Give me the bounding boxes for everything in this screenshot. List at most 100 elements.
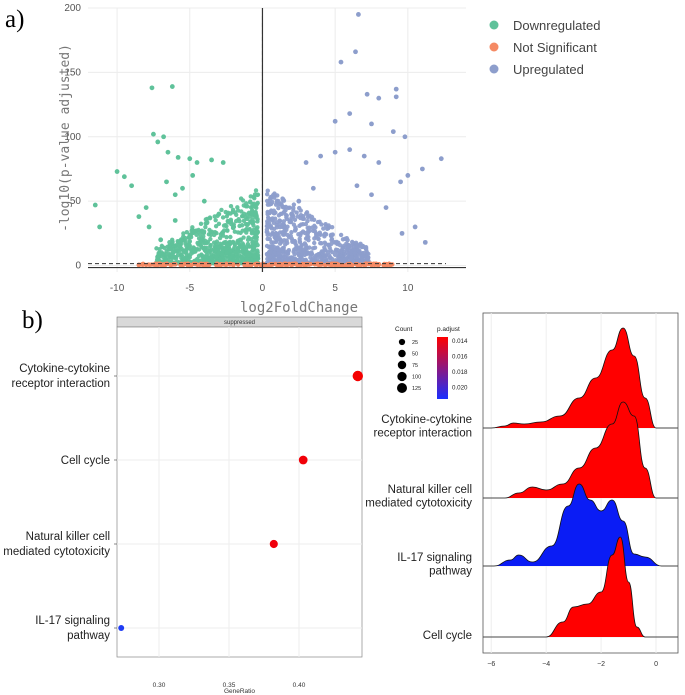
volcano-point	[314, 253, 318, 257]
volcano-point	[202, 262, 207, 267]
volcano-point	[280, 203, 284, 207]
dot-plot-x-tick-label: 0.40	[293, 682, 306, 689]
volcano-point	[403, 134, 408, 139]
volcano-point	[243, 228, 247, 232]
volcano-point	[229, 204, 233, 208]
volcano-plot: -10 -5 0 5 10 050100150200 log2FoldChange -l…	[58, 3, 600, 316]
volcano-point	[216, 212, 221, 217]
volcano-point	[214, 255, 218, 259]
volcano-point	[318, 154, 323, 159]
volcano-point	[333, 119, 338, 124]
volcano-y-axis-label: -log10(p-value adjusted)	[58, 44, 73, 232]
volcano-point	[275, 262, 280, 267]
volcano-point	[369, 122, 374, 127]
volcano-point	[376, 96, 381, 101]
volcano-point	[347, 111, 352, 116]
volcano-point	[239, 255, 243, 259]
volcano-point	[168, 247, 172, 251]
volcano-point	[333, 150, 338, 155]
volcano-point	[290, 256, 294, 260]
dot-plot: suppressed Cytokine-cytokinereceptor int…	[3, 317, 363, 695]
volcano-point	[296, 249, 300, 253]
volcano-point	[224, 224, 228, 228]
volcano-point	[384, 205, 389, 210]
volcano-point	[439, 156, 444, 161]
volcano-point	[298, 255, 302, 259]
volcano-point	[376, 160, 381, 165]
volcano-point	[280, 211, 284, 215]
dot-plot-category-label: mediated cytotoxicity	[3, 546, 110, 558]
count-legend-title: Count	[395, 326, 413, 333]
volcano-point	[269, 262, 273, 266]
volcano-point	[204, 217, 208, 221]
volcano-y-tick-label: 200	[64, 3, 81, 14]
padjust-legend-ticks: 0.0140.0160.0180.020	[452, 338, 468, 392]
volcano-point	[151, 132, 156, 137]
volcano-point	[292, 222, 296, 226]
volcano-point	[97, 225, 102, 230]
volcano-point	[160, 245, 164, 249]
volcano-point	[192, 249, 196, 253]
volcano-point	[275, 237, 280, 242]
legend-label: Downregulated	[513, 18, 600, 33]
count-legend-label: 50	[412, 352, 418, 358]
volcano-point	[423, 240, 428, 245]
volcano-point	[246, 250, 251, 255]
figure-canvas: a) b) -10 -5 0 5 10 050100150200 log2FoldCha…	[0, 0, 685, 695]
volcano-point	[164, 257, 168, 261]
volcano-point	[289, 212, 294, 217]
volcano-point	[209, 255, 213, 259]
volcano-point	[255, 217, 259, 221]
volcano-point	[322, 232, 326, 236]
volcano-point	[296, 199, 301, 204]
volcano-point	[340, 257, 344, 261]
volcano-point	[354, 262, 358, 266]
volcano-point	[365, 92, 370, 97]
padjust-legend-tick-label: 0.016	[452, 354, 468, 361]
volcano-point	[277, 222, 281, 226]
volcano-point	[355, 243, 359, 247]
volcano-point	[351, 245, 355, 249]
volcano-point	[313, 229, 317, 233]
volcano-point	[255, 225, 259, 229]
volcano-point	[285, 251, 289, 255]
volcano-point	[312, 241, 316, 245]
volcano-point	[155, 140, 160, 145]
volcano-point	[285, 213, 289, 217]
volcano-point	[155, 255, 159, 259]
ridge-category-label: IL-17 signaling	[397, 552, 472, 564]
volcano-point	[281, 233, 285, 237]
ridge-category-label: Cell cycle	[423, 630, 472, 642]
volcano-point	[267, 250, 272, 255]
volcano-point	[280, 246, 284, 250]
count-legend-items: 255075100125	[397, 339, 421, 393]
volcano-point	[252, 213, 256, 217]
volcano-point	[223, 210, 227, 214]
volcano-point	[231, 241, 235, 245]
volcano-y-tick-label: 0	[75, 261, 81, 272]
volcano-point	[339, 233, 343, 237]
legend-label: Upregulated	[513, 62, 584, 77]
volcano-point	[326, 226, 330, 230]
volcano-point	[300, 243, 304, 247]
volcano-point	[249, 221, 253, 225]
volcano-point	[236, 230, 240, 234]
dot-plot-category-label: IL-17 signaling	[35, 615, 110, 627]
volcano-point	[334, 249, 338, 253]
volcano-point	[383, 262, 387, 266]
volcano-point	[318, 262, 323, 267]
volcano-point	[209, 158, 214, 163]
volcano-point	[366, 262, 370, 266]
volcano-point	[293, 227, 297, 231]
volcano-point	[225, 214, 229, 218]
volcano-point	[164, 252, 168, 256]
volcano-point	[330, 237, 334, 241]
volcano-point	[199, 222, 203, 226]
volcano-points	[93, 12, 444, 268]
volcano-point	[347, 262, 352, 267]
count-legend-dot	[398, 361, 406, 369]
volcano-point	[254, 188, 258, 192]
padjust-legend-title: p.adjust	[437, 326, 460, 333]
volcano-point	[265, 244, 269, 248]
volcano-point	[207, 228, 211, 232]
